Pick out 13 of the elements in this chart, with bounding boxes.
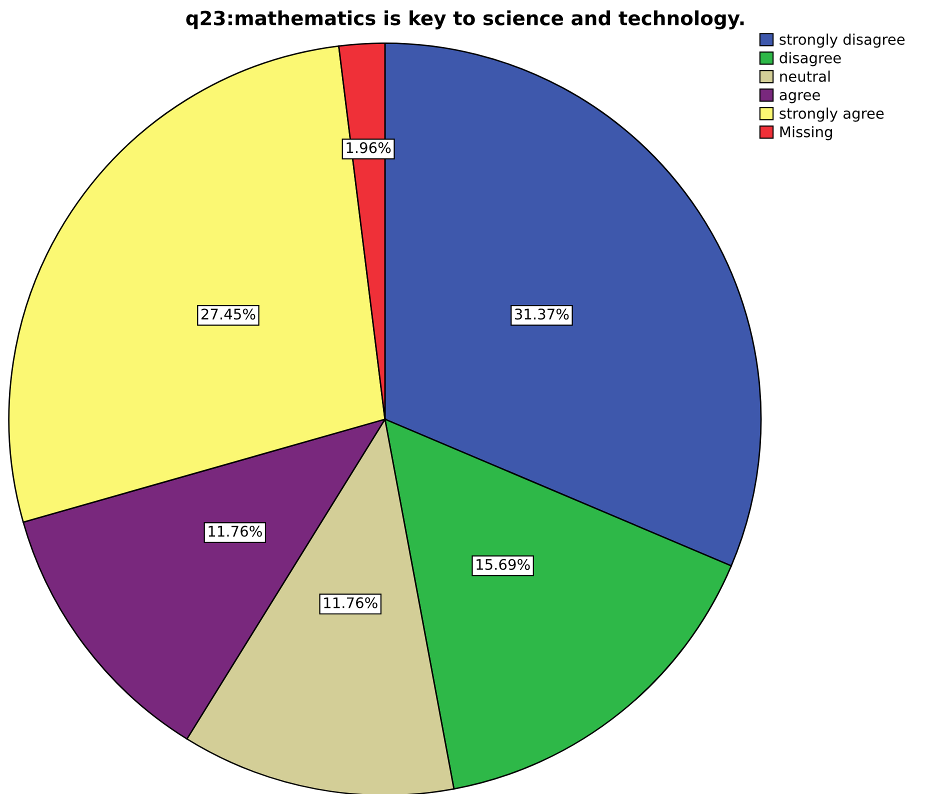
legend-label: Missing <box>780 126 832 140</box>
legend-label: strongly disagree <box>780 34 905 48</box>
chart-title: q23:mathematics is key to science and technology. <box>186 10 744 30</box>
legend-label: disagree <box>780 52 841 66</box>
data-label: 15.69% <box>476 558 530 570</box>
data-label: 31.37% <box>515 308 569 320</box>
data-label: 1.96% <box>346 142 391 154</box>
legend-label: neutral <box>780 70 830 82</box>
data-label: 11.76% <box>324 597 378 608</box>
data-label: 11.76% <box>208 526 262 537</box>
legend-label: agree <box>780 92 820 104</box>
legend-label: strongly agree <box>780 108 884 122</box>
data-label: 27.45% <box>201 308 256 320</box>
